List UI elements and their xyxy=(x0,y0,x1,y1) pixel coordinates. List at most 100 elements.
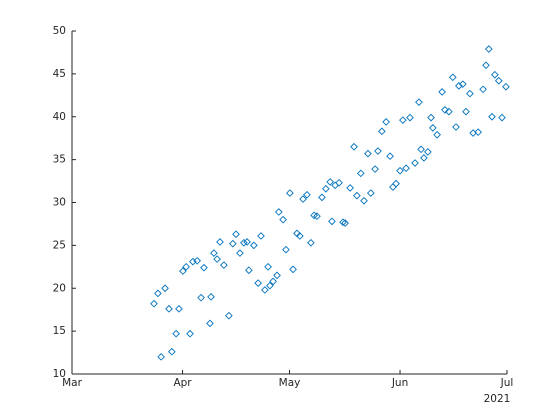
point xyxy=(175,304,183,313)
point xyxy=(225,311,233,320)
x-tick-label: May xyxy=(279,377,301,389)
point xyxy=(488,112,496,121)
point xyxy=(299,195,307,203)
point xyxy=(257,232,265,240)
point xyxy=(220,261,228,269)
point xyxy=(360,196,368,205)
point xyxy=(179,267,187,275)
point xyxy=(210,249,218,257)
x-tick-label: Jul xyxy=(500,377,514,389)
point xyxy=(462,107,470,116)
point xyxy=(200,263,208,272)
y-tick-label: 10 xyxy=(53,368,66,380)
point xyxy=(189,257,197,266)
y-tick-label: 40 xyxy=(53,111,66,123)
y-tick-label: 15 xyxy=(53,325,66,337)
point xyxy=(182,262,190,271)
point xyxy=(286,189,294,197)
point xyxy=(371,165,379,173)
y-tick-label: 50 xyxy=(53,25,66,37)
point xyxy=(307,238,315,247)
point xyxy=(216,238,224,246)
point xyxy=(318,193,326,202)
point xyxy=(466,89,474,98)
point xyxy=(207,292,215,301)
x-tick-label: Mar xyxy=(62,377,82,389)
point xyxy=(161,284,169,293)
point xyxy=(392,179,400,188)
point xyxy=(396,166,404,175)
point xyxy=(382,118,390,126)
point xyxy=(452,123,460,131)
point xyxy=(154,289,162,298)
point xyxy=(274,208,283,216)
point xyxy=(273,271,281,280)
x-year-label: 2021 xyxy=(484,393,511,405)
point xyxy=(386,152,394,161)
point xyxy=(186,329,194,338)
point xyxy=(424,148,432,156)
point xyxy=(417,145,425,154)
point xyxy=(364,149,372,158)
point xyxy=(206,319,214,328)
point xyxy=(399,116,407,125)
point xyxy=(279,215,287,224)
point xyxy=(484,45,493,53)
point xyxy=(245,266,253,275)
point xyxy=(254,279,262,287)
point xyxy=(282,245,290,254)
point xyxy=(350,142,358,151)
point xyxy=(406,113,414,122)
point xyxy=(243,238,251,246)
point xyxy=(428,124,437,132)
point xyxy=(455,82,463,90)
y-tick-label: 20 xyxy=(53,282,66,294)
point xyxy=(415,98,423,107)
point xyxy=(411,159,419,167)
point xyxy=(420,154,428,162)
y-tick-label: 30 xyxy=(53,197,66,209)
point xyxy=(433,130,441,139)
x-tick-label: Jun xyxy=(391,377,408,389)
point xyxy=(326,178,334,186)
point xyxy=(494,76,503,85)
point xyxy=(167,347,176,356)
point xyxy=(441,106,449,114)
point xyxy=(498,113,506,122)
y-tick-label: 45 xyxy=(53,68,66,80)
point xyxy=(322,184,330,193)
point xyxy=(303,190,311,199)
point xyxy=(250,241,258,250)
point xyxy=(213,255,221,263)
point xyxy=(474,128,482,137)
point xyxy=(228,239,237,248)
point xyxy=(491,70,499,79)
point xyxy=(366,189,375,197)
point xyxy=(482,61,490,70)
point xyxy=(374,147,382,155)
point xyxy=(165,304,173,313)
point xyxy=(438,88,446,96)
point xyxy=(157,353,165,361)
point xyxy=(402,164,410,173)
point xyxy=(232,230,240,239)
point xyxy=(445,107,453,116)
point xyxy=(341,219,349,227)
point xyxy=(236,249,244,257)
point xyxy=(269,277,277,286)
point xyxy=(289,265,297,274)
point xyxy=(266,281,274,290)
point xyxy=(261,286,269,294)
point xyxy=(172,329,180,338)
point xyxy=(264,262,272,271)
point xyxy=(353,191,361,200)
point xyxy=(339,218,347,227)
point xyxy=(458,80,467,89)
point xyxy=(150,299,158,308)
point xyxy=(240,238,248,247)
point xyxy=(378,127,386,136)
point xyxy=(296,232,304,240)
point xyxy=(448,73,457,82)
point xyxy=(335,178,343,187)
